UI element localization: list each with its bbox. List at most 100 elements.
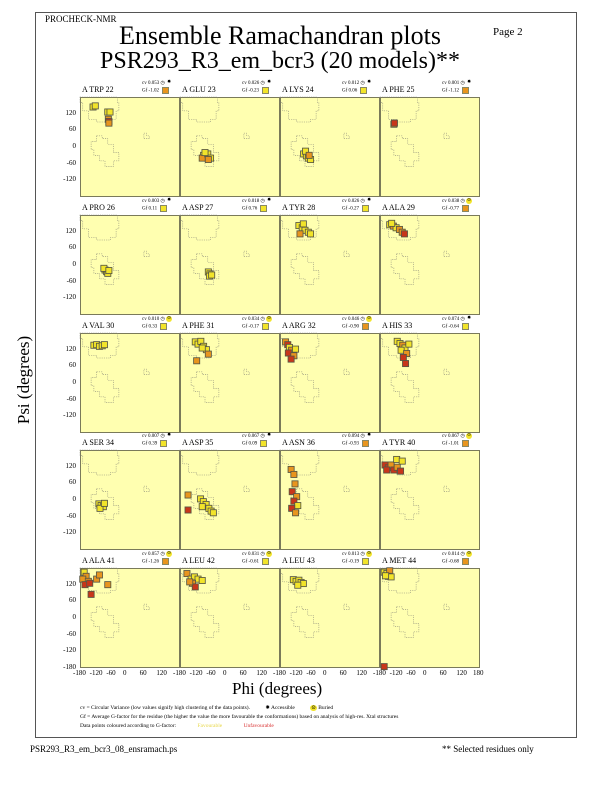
x-tick-label: 0 (123, 669, 127, 677)
plot-area (79, 332, 150, 403)
plot-area (279, 449, 350, 520)
cv-value: cv 0.018 (242, 199, 260, 205)
ramachandran-panel (379, 214, 480, 315)
allowed-region-outline (143, 368, 150, 375)
gf-value: Gf -0.93 (342, 441, 359, 447)
allowed-region-outline (290, 606, 319, 638)
residue-stats: cv 0.094 ◷ ✸ Gf -0.93 (342, 433, 372, 448)
data-point (100, 499, 108, 507)
residue-label: A HIS 33 (382, 321, 413, 330)
gf-swatch (361, 558, 369, 566)
residue-label: A PHE 31 (182, 321, 215, 330)
data-point (396, 467, 404, 475)
plot-area (79, 449, 150, 520)
residue-label: A GLU 23 (182, 85, 216, 94)
accessible-icon: ✸ (367, 198, 372, 203)
data-point (289, 470, 297, 478)
x-tick-label: 120 (156, 669, 167, 677)
x-tick-label: -60 (306, 669, 316, 677)
gf-value: Gf -0.64 (442, 324, 459, 330)
buried-icon: ⊙ (466, 433, 473, 439)
allowed-region-outline (279, 214, 319, 240)
y-tick-label: -120 (63, 528, 76, 537)
allowed-region-outline (390, 371, 419, 403)
x-tick-label: -120 (189, 669, 203, 677)
clock-icon: ◷ (459, 317, 467, 323)
gf-value: Gf -0.19 (342, 559, 359, 565)
y-tick-label: 120 (65, 461, 77, 470)
allowed-region-outline (179, 96, 219, 122)
y-tick-label: 60 (69, 243, 76, 252)
accessible-icon: ✸ (267, 198, 272, 203)
allowed-region-outline (79, 449, 119, 475)
allowed-region-outline (443, 250, 450, 257)
y-tick-label: 60 (69, 125, 76, 134)
residue-stats: cv 0.074 ◷ ✸ Gf -0.64 (442, 316, 472, 331)
ramachandran-panel (179, 449, 280, 550)
y-tick-label: 120 (65, 108, 77, 117)
legend-buried: Buried (318, 705, 334, 711)
data-point (305, 151, 313, 159)
page-subtitle: PSR293_R3_em_bcr3 (20 models)** (100, 48, 460, 74)
clock-icon: ◷ (359, 317, 367, 323)
gf-value: Gf -0.23 (242, 88, 259, 94)
x-tick-label: -60 (206, 669, 216, 677)
gf-swatch (261, 323, 269, 331)
plot-area (379, 449, 450, 520)
cv-value: cv 0.014 (442, 552, 460, 558)
residue-stats: cv 0.014 ◷ ⊙ Gf -0.68 (442, 551, 473, 566)
allowed-region-outline (90, 253, 119, 285)
buried-icon: ⊙ (466, 198, 473, 204)
data-point (204, 350, 212, 358)
allowed-region-outline (90, 606, 119, 638)
allowed-region-outline (243, 603, 250, 610)
data-point (96, 504, 103, 512)
residue-stats: cv 0.018 ◷ ✸ Gf 0.76 (242, 198, 272, 213)
data-point (382, 466, 390, 473)
ramachandran-panel (79, 96, 180, 197)
allowed-region-outline (243, 368, 250, 375)
residue-stats: cv 0.067 ◷ ✸ Gf 0.09 (242, 433, 272, 448)
x-tick-label: -180 (73, 669, 86, 677)
ramachandran-panel (379, 449, 480, 550)
clock-icon: ◷ (359, 552, 367, 558)
cv-value: cv 0.067 (242, 434, 260, 440)
residue-stats: cv 0.057 ◷ ⊙ Gf -1.26 (142, 551, 173, 566)
ramachandran-panel (279, 332, 380, 433)
plot-area (179, 567, 250, 638)
allowed-region-outline (79, 332, 119, 358)
residue-stats: cv 0.038 ◷ ⊙ Gf -0.77 (442, 198, 473, 213)
accessible-icon: ✸ (367, 433, 372, 438)
allowed-region-outline (179, 332, 219, 358)
residue-label: A ARG 32 (282, 321, 316, 330)
ramachandran-panel (279, 96, 380, 197)
allowed-region-outline (279, 449, 319, 475)
legend-accessible: Accessible (271, 705, 295, 711)
allowed-region-outline (243, 132, 250, 139)
clock-icon: ◷ (159, 199, 167, 205)
allowed-region-outline (343, 368, 350, 375)
x-tick-label: -120 (289, 669, 303, 677)
data-point (291, 345, 299, 353)
x-tick-label: -120 (89, 669, 103, 677)
data-point (198, 502, 206, 510)
residue-label: A ASN 36 (282, 438, 315, 447)
residue-stats: cv 0.026 ◷ ✸ Gf -0.23 (242, 80, 272, 95)
buried-icon: ⊙ (366, 551, 373, 557)
gf-swatch (160, 440, 168, 448)
allowed-region-outline (279, 96, 319, 122)
gf-value: Gf -1.02 (142, 88, 159, 94)
buried-icon: ⊙ (310, 705, 317, 711)
data-point (104, 266, 112, 274)
ramachandran-panel (279, 449, 380, 550)
plot-area (279, 567, 350, 638)
allowed-region-outline (379, 449, 419, 475)
accessible-icon: ✸ (267, 80, 272, 85)
gf-value: Gf 0.76 (242, 206, 258, 212)
x-tick-label: 0 (423, 669, 427, 677)
residue-label: A ALA 29 (382, 203, 415, 212)
accessible-icon: ✸ (467, 80, 472, 85)
residue-stats: cv 0.001 ◷ ✸ Gf -1.12 (442, 80, 472, 95)
gf-value: Gf -1.26 (142, 559, 159, 565)
y-tick-label: 0 (72, 142, 77, 150)
